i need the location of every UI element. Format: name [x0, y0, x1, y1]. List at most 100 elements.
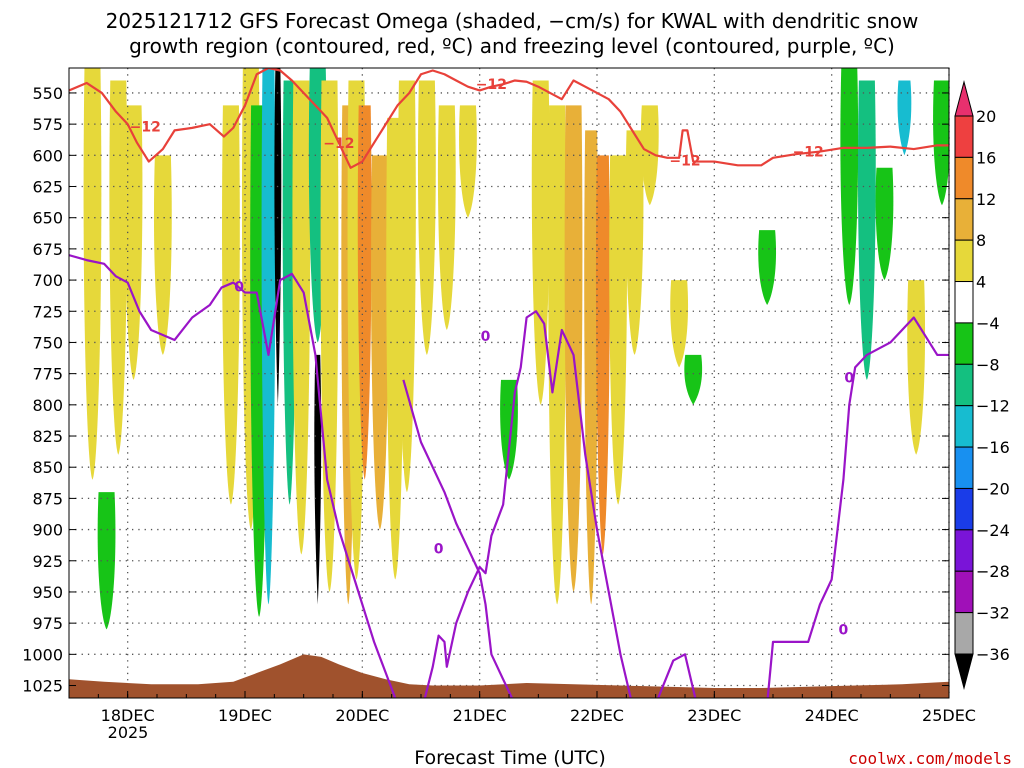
x-tick-label: 19DEC: [218, 706, 272, 725]
y-tick-label: 825: [32, 427, 63, 446]
omega-band: [153, 155, 172, 355]
y-tick-label: 575: [32, 115, 63, 134]
credit-text: coolwx.com/models: [848, 749, 1012, 768]
colorbar-tick-label: −36: [976, 645, 1010, 664]
omega-band: [274, 68, 282, 405]
y-tick-label: 550: [32, 84, 63, 103]
omega-band: [109, 80, 128, 455]
dgz-contour-label: −12: [476, 77, 507, 93]
omega-band: [398, 80, 416, 493]
freezing-level-line: [656, 316, 949, 698]
chart-title-line-2: growth region (contoured, red, ºC) and f…: [129, 34, 895, 58]
omega-band: [222, 105, 240, 505]
y-tick-label: 775: [32, 365, 63, 384]
y-axis-ticks: 550 575 600 625 650 675 700 725 750 775 800 825 850 8…: [22, 84, 949, 696]
colorbar-segment: [954, 322, 974, 365]
omega-band: [314, 354, 322, 605]
colorbar-tick-label: 4: [976, 273, 986, 292]
omega-band: [907, 280, 926, 455]
dgz-contour-label: −12: [323, 136, 354, 152]
y-tick-label: 850: [32, 458, 63, 477]
colorbar-tick-label: 8: [976, 231, 986, 250]
omega-band: [857, 80, 876, 380]
omega-band: [584, 130, 599, 605]
omega-band: [684, 354, 703, 405]
y-tick-label: 975: [32, 614, 63, 633]
colorbar-tick-label: 16: [976, 148, 996, 167]
omega-band: [875, 167, 894, 281]
colorbar-bottom-arrow: [954, 653, 974, 690]
omega-band: [758, 230, 777, 306]
colorbar-tick-label: 12: [976, 190, 996, 209]
y-tick-label: 875: [32, 489, 63, 508]
colorbar-segment: [954, 612, 974, 655]
omega-band: [459, 105, 477, 218]
y-tick-label: 900: [32, 521, 63, 540]
x-axis-year: 2025: [108, 723, 149, 742]
x-axis-title: Forecast Time (UTC): [414, 747, 605, 768]
omega-band: [625, 130, 644, 355]
colorbar-tick-label: −4: [976, 314, 1000, 333]
colorbar-tick-label: −8: [976, 355, 1000, 374]
colorbar-segment: [954, 115, 974, 158]
omega-band: [124, 105, 143, 380]
x-tick-label: 22DEC: [570, 706, 624, 725]
colorbar-segment: [954, 239, 974, 283]
x-tick-label: 24DEC: [805, 706, 859, 725]
omega-band: [840, 68, 859, 306]
freezing-level-line: [423, 310, 632, 698]
colorbar-tick-label: −16: [976, 438, 1010, 457]
omega-band: [933, 80, 949, 206]
colorbar-segment: [954, 281, 974, 324]
y-tick-label: 650: [32, 209, 63, 228]
y-tick-label: 800: [32, 396, 63, 415]
colorbar-segment: [954, 198, 974, 241]
omega-band: [417, 80, 436, 355]
terrain-area: [69, 654, 949, 698]
colorbar-tick-label: −12: [976, 397, 1010, 416]
dgz-contour-label: −12: [793, 145, 824, 161]
y-tick-label: 950: [32, 583, 63, 602]
x-tick-label: 23DEC: [687, 706, 741, 725]
colorbar-segment: [954, 487, 974, 531]
y-tick-label: 1025: [22, 677, 63, 696]
colorbar-segment: [954, 156, 974, 200]
colorbar-segment: [954, 363, 974, 407]
contour-labels: −12 −12 −12 −12 −12 0 0 0 0 0: [130, 77, 855, 638]
colorbar-segment: [954, 446, 974, 489]
freezing-level-label: 0: [481, 329, 491, 345]
omega-band: [97, 492, 116, 630]
omega-band: [609, 155, 628, 505]
colorbar-tick-label: −32: [976, 604, 1010, 623]
dgz-contour-label: −12: [130, 120, 161, 136]
freezing-level-line: [69, 254, 397, 698]
omega-band: [595, 155, 610, 555]
colorbar: 20 16 12 8 4 −4 −8 −12 −16 −20 −24 −28 −32 −36: [954, 80, 1010, 690]
x-axis-ticks: 18DEC 19DEC 20DEC 21DEC 22DEC 23DEC 24DEC 25DEC: [68, 691, 976, 725]
freezing-level-label: 0: [434, 541, 444, 557]
y-tick-label: 925: [32, 552, 63, 571]
colorbar-top-arrow: [954, 80, 974, 117]
dgz-contour-line: [69, 68, 949, 169]
freezing-level-line: [402, 379, 514, 698]
y-tick-label: 1000: [22, 645, 63, 664]
y-tick-label: 625: [32, 178, 63, 197]
omega-band: [371, 155, 389, 530]
y-tick-label: 700: [32, 271, 63, 290]
freezing-level-label: 0: [839, 622, 849, 638]
omega-band: [670, 280, 689, 368]
omega-band: [357, 105, 372, 480]
y-tick-label: 725: [32, 302, 63, 321]
omega-band: [531, 80, 550, 405]
contour-lines: [69, 68, 949, 698]
dgz-contour-label: −12: [669, 153, 700, 169]
omega-band: [897, 80, 912, 156]
colorbar-tick-label: 20: [976, 107, 996, 126]
freezing-level-label: 0: [844, 370, 854, 386]
x-tick-label: 21DEC: [453, 706, 507, 725]
chart-title-line-1: 2025121712 GFS Forecast Omega (shaded, −…: [106, 9, 919, 33]
x-tick-label: 25DEC: [922, 706, 976, 725]
y-tick-label: 750: [32, 333, 63, 352]
colorbar-tick-label: −24: [976, 521, 1010, 540]
